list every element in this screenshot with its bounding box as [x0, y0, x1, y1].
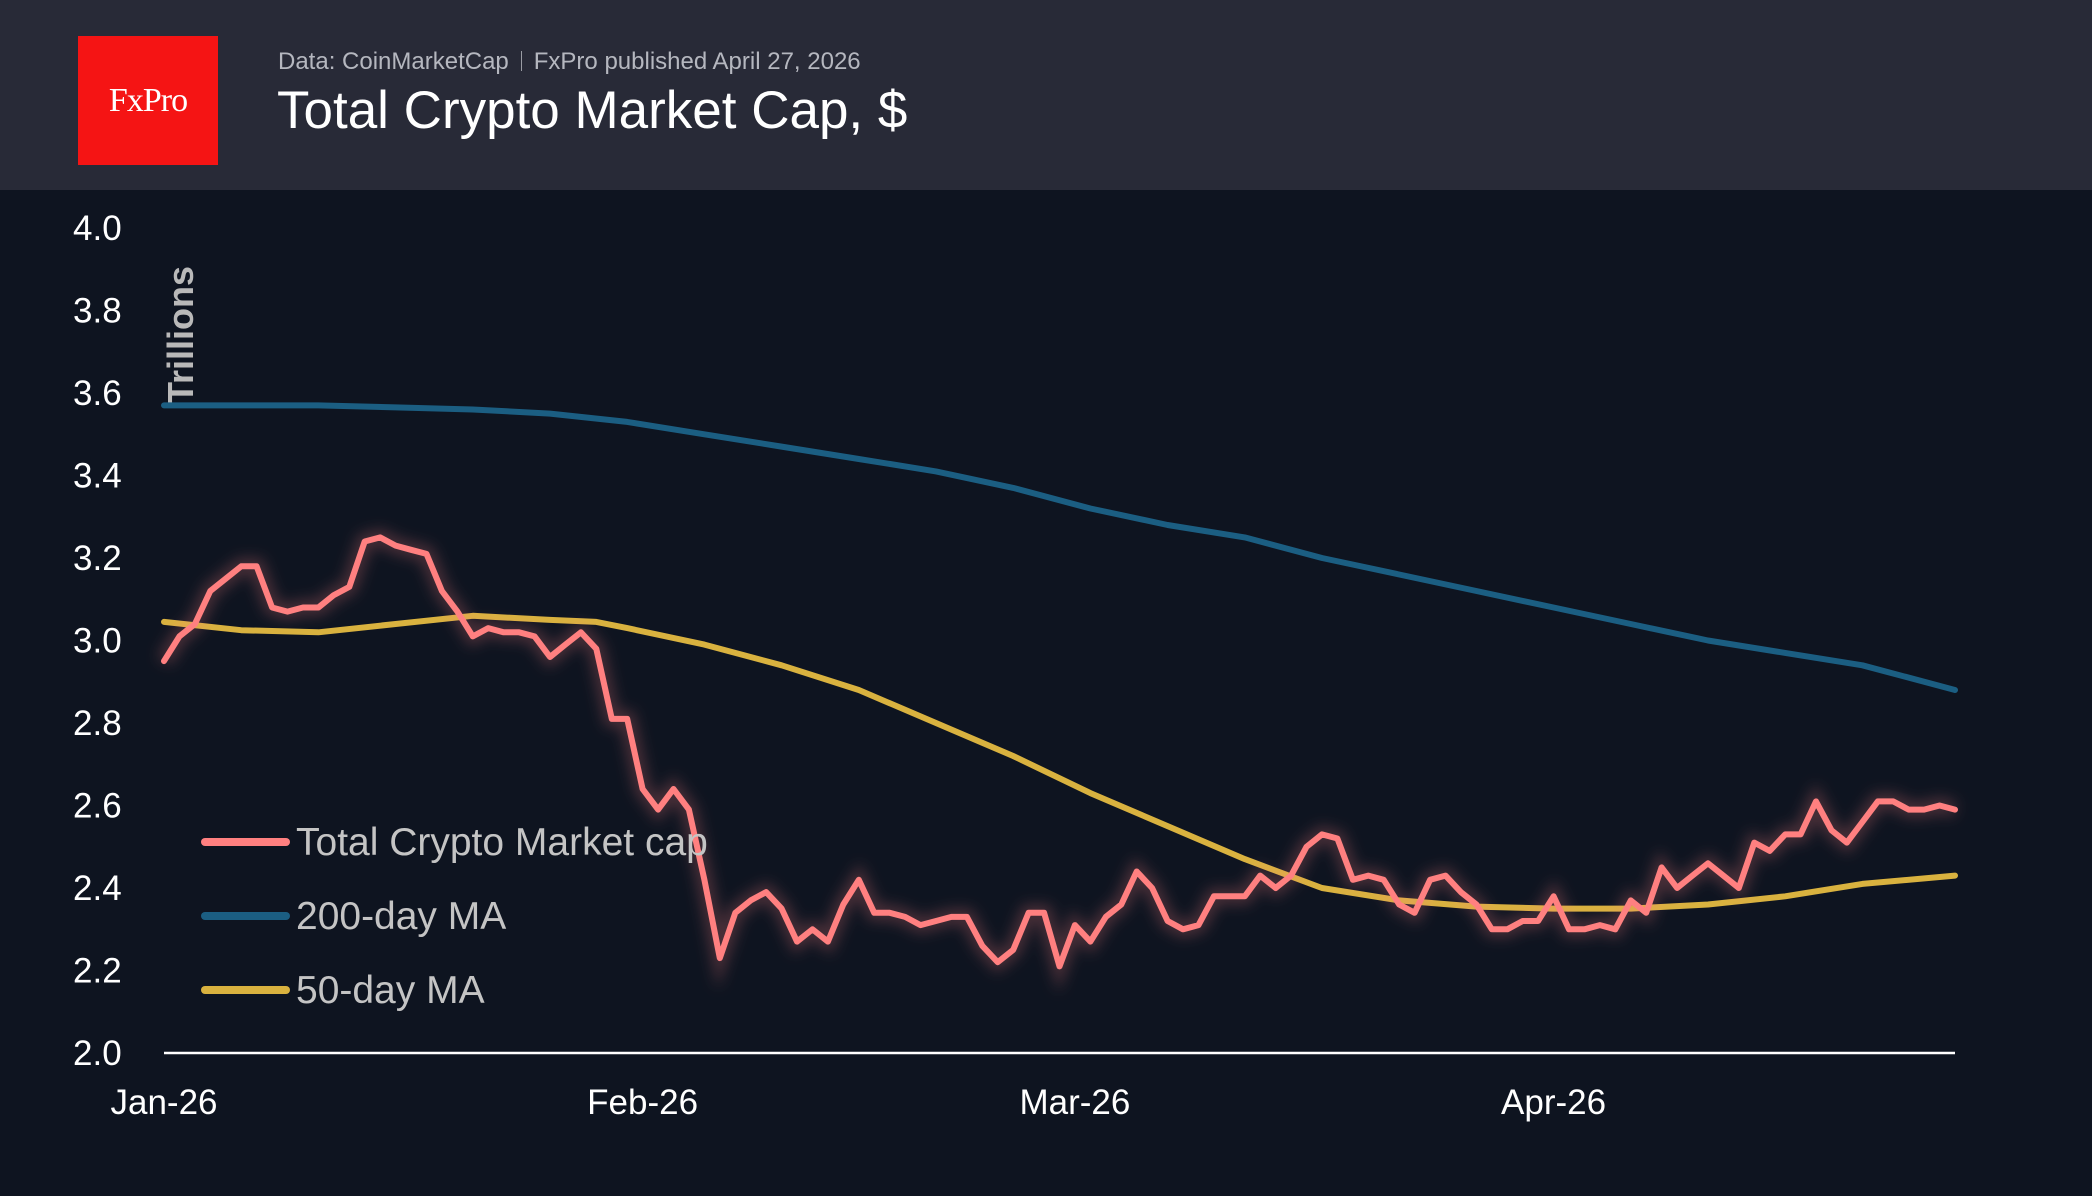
y-tick-label: 2.8: [73, 704, 122, 743]
y-tick-label: 3.2: [73, 539, 122, 578]
y-axis-label: Trillions: [160, 266, 201, 404]
y-tick-label: 4.0: [73, 209, 122, 248]
y-tick-label: 2.6: [73, 787, 122, 826]
y-tick-label: 2.4: [73, 869, 122, 908]
fxpro-logo: FxPro: [78, 36, 218, 165]
subtitle: Data: CoinMarketCap FxPro published April…: [278, 48, 861, 76]
x-tick-label: Mar-26: [1020, 1083, 1131, 1122]
y-tick-label: 2.2: [73, 952, 122, 991]
ma50-line: [161, 612, 1958, 912]
data-source: Data: CoinMarketCap: [278, 48, 509, 75]
legend-label: Total Crypto Market cap: [296, 821, 708, 864]
y-tick-label: 3.4: [73, 457, 122, 496]
y-tick-label: 3.0: [73, 622, 122, 661]
x-tick-label: Jan-26: [110, 1083, 217, 1122]
y-tick-label: 3.6: [73, 374, 122, 413]
legend-label: 200-day MA: [296, 895, 506, 938]
x-tick-label: Feb-26: [587, 1083, 698, 1122]
ma200-line: [161, 402, 1958, 693]
legend-label: 50-day MA: [296, 969, 485, 1012]
y-tick-label: 3.8: [73, 292, 122, 331]
chart-title: Total Crypto Market Cap, $: [277, 81, 908, 140]
x-tick-label: Apr-26: [1501, 1083, 1606, 1122]
logo-text: FxPro: [108, 81, 188, 119]
header: FxPro Data: CoinMarketCap FxPro published…: [0, 0, 2092, 190]
total-market-cap-line: [161, 534, 1958, 970]
separator: [520, 51, 522, 71]
y-tick-label: 2.0: [73, 1034, 122, 1073]
published-date: FxPro published April 27, 2026: [533, 48, 861, 75]
